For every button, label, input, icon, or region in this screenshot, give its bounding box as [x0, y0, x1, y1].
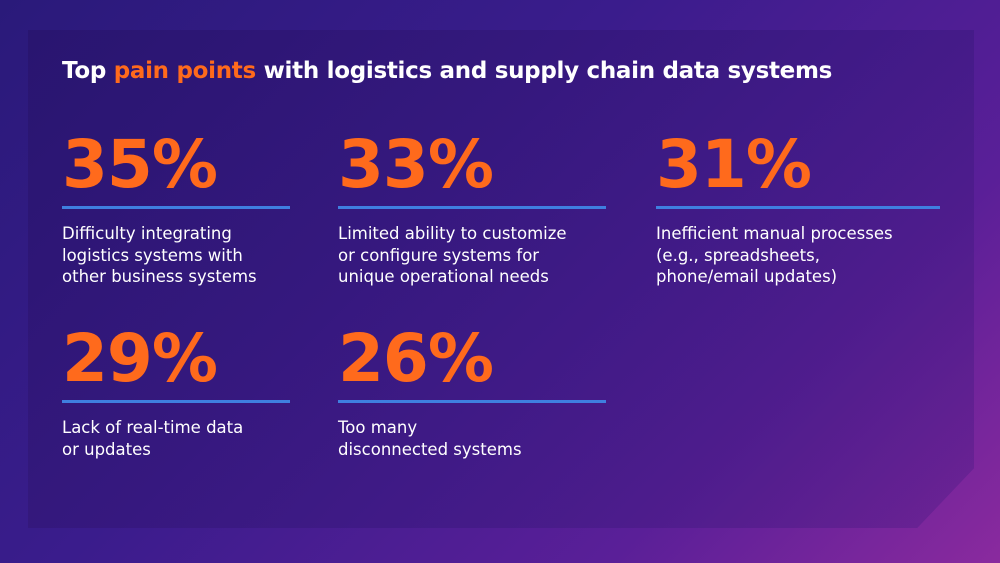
stat-description: Lack of real-time data or updates: [62, 417, 352, 460]
divider: [62, 400, 290, 403]
title-highlight: pain points: [113, 58, 256, 84]
stat-value: 31%: [656, 126, 812, 203]
description-line: disconnected systems: [338, 439, 522, 459]
description-line: or updates: [62, 439, 151, 459]
stat-card: 35% Difficulty integrating logistics syste…: [62, 130, 352, 288]
stat-card: 29% Lack of real-time data or updates: [62, 324, 352, 460]
title: Top pain points with logistics and suppl…: [62, 58, 832, 84]
divider: [656, 206, 940, 209]
description-line: phone/email updates): [656, 267, 838, 286]
description-line: Lack of real-time data: [62, 418, 244, 437]
stat-card: 26% Too many disconnected systems: [338, 324, 628, 460]
stat-description: Inefficient manual processes (e.g., sprea…: [656, 223, 946, 288]
description-line: logistics systems with: [62, 245, 243, 265]
description-line: Limited ability to customize: [338, 224, 567, 243]
description-line: unique operational needs: [338, 267, 549, 286]
stat-card: 31% Inefficient manual processes (e.g., sp…: [656, 130, 946, 288]
description-line: (e.g., spreadsheets,: [656, 245, 820, 265]
stat-value: 35%: [62, 126, 218, 203]
divider: [338, 400, 606, 403]
description-line: Inefficient manual processes: [656, 224, 893, 243]
stat-description: Difficulty integrating logistics systems …: [62, 223, 352, 288]
divider: [338, 206, 606, 209]
stat-value: 33%: [338, 126, 494, 203]
description-line: other business systems: [62, 267, 257, 286]
stat-card: 33% Limited ability to customize or config…: [338, 130, 628, 288]
description-line: or configure systems for: [338, 245, 540, 265]
title-end: with logistics and supply chain data sys…: [263, 58, 833, 84]
panel: [28, 30, 974, 528]
description-line: Difficulty integrating: [62, 224, 232, 243]
stat-description: Limited ability to customize or configure…: [338, 223, 628, 288]
stat-value: 29%: [62, 320, 218, 397]
divider: [62, 206, 290, 209]
stat-value: 26%: [338, 320, 494, 397]
stat-description: Too many disconnected systems: [338, 417, 628, 460]
title-start: Top: [62, 58, 106, 84]
description-line: Too many: [338, 418, 418, 437]
